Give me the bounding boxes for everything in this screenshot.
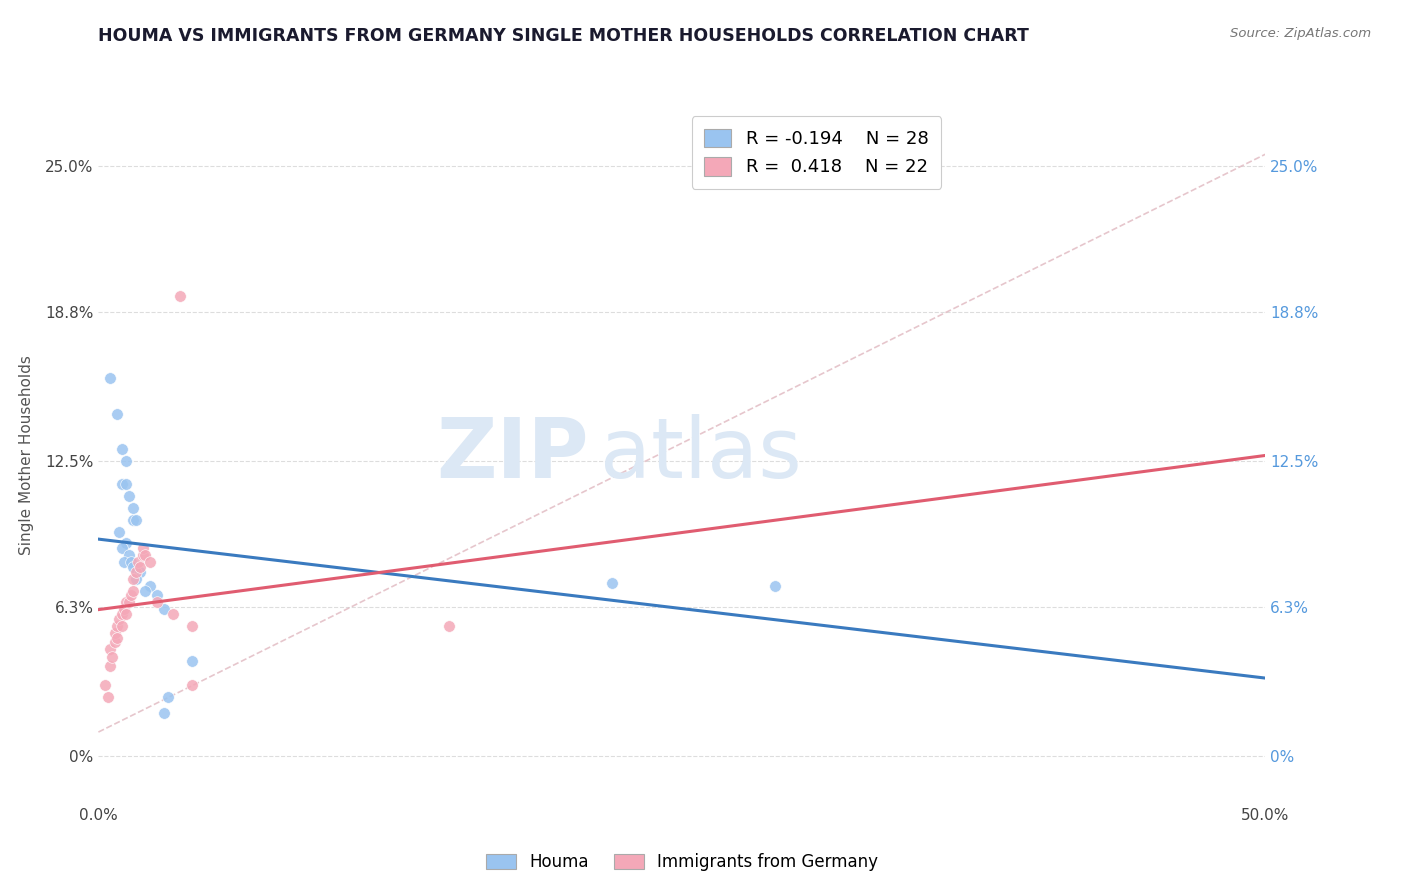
Text: HOUMA VS IMMIGRANTS FROM GERMANY SINGLE MOTHER HOUSEHOLDS CORRELATION CHART: HOUMA VS IMMIGRANTS FROM GERMANY SINGLE … xyxy=(98,27,1029,45)
Point xyxy=(115,536,138,550)
Point xyxy=(129,560,152,574)
Point xyxy=(127,555,149,569)
Point xyxy=(118,548,141,562)
Point xyxy=(162,607,184,621)
Point xyxy=(125,513,148,527)
Point xyxy=(180,619,202,633)
Point xyxy=(157,690,180,704)
Point xyxy=(105,619,128,633)
Point xyxy=(134,548,156,562)
Text: Source: ZipAtlas.com: Source: ZipAtlas.com xyxy=(1230,27,1371,40)
Point xyxy=(122,583,145,598)
Point xyxy=(118,489,141,503)
Point xyxy=(98,642,121,657)
Point xyxy=(118,595,141,609)
Point xyxy=(180,654,202,668)
Point xyxy=(101,649,124,664)
Point xyxy=(169,289,191,303)
Point xyxy=(125,565,148,579)
Point xyxy=(104,626,127,640)
Point xyxy=(111,619,134,633)
Point xyxy=(111,607,134,621)
Point xyxy=(120,588,142,602)
Point xyxy=(105,631,128,645)
Point xyxy=(115,477,138,491)
Point xyxy=(132,541,155,555)
Point xyxy=(437,619,460,633)
Point xyxy=(120,555,142,569)
Point xyxy=(139,555,162,569)
Point xyxy=(152,602,174,616)
Point xyxy=(139,579,162,593)
Point xyxy=(104,635,127,649)
Point xyxy=(108,524,131,539)
Point xyxy=(146,588,169,602)
Y-axis label: Single Mother Households: Single Mother Households xyxy=(20,355,34,555)
Point xyxy=(146,595,169,609)
Point xyxy=(152,706,174,721)
Point xyxy=(111,541,134,555)
Point xyxy=(180,678,202,692)
Point xyxy=(132,548,155,562)
Point xyxy=(112,555,135,569)
Point xyxy=(600,576,623,591)
Text: atlas: atlas xyxy=(600,415,801,495)
Point xyxy=(122,560,145,574)
Point xyxy=(115,454,138,468)
Text: ZIP: ZIP xyxy=(436,415,589,495)
Point xyxy=(129,565,152,579)
Point xyxy=(108,612,131,626)
Point xyxy=(763,579,786,593)
Point xyxy=(98,659,121,673)
Point xyxy=(111,477,134,491)
Point xyxy=(115,607,138,621)
Point xyxy=(94,678,117,692)
Point xyxy=(125,572,148,586)
Point xyxy=(122,500,145,515)
Point xyxy=(98,371,121,385)
Point xyxy=(112,602,135,616)
Point xyxy=(122,572,145,586)
Point xyxy=(122,513,145,527)
Point xyxy=(111,442,134,456)
Point xyxy=(115,595,138,609)
Point xyxy=(105,407,128,421)
Point xyxy=(97,690,120,704)
Point xyxy=(134,583,156,598)
Legend: Houma, Immigrants from Germany: Houma, Immigrants from Germany xyxy=(479,847,884,878)
